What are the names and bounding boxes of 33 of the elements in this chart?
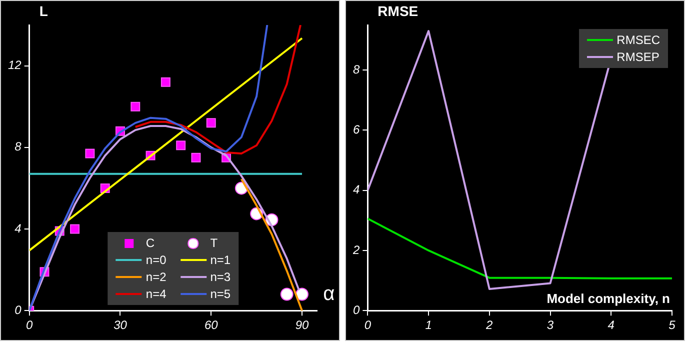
y-tick-label: 12 <box>8 58 22 72</box>
x-tick-label: 0 <box>26 318 34 332</box>
y-tick-label: 4 <box>352 182 360 197</box>
x-tick-label: 3 <box>546 318 554 332</box>
x-tick-label: 60 <box>204 318 218 332</box>
legend-label: C <box>146 236 155 250</box>
y-tick-label: 8 <box>352 62 360 76</box>
legend-label: n=1 <box>210 252 231 267</box>
x-tick-label: 2 <box>485 318 494 332</box>
legend-label: n=4 <box>146 286 166 301</box>
legend-label: RMSEP <box>616 50 660 64</box>
x-tick-label: 90 <box>295 318 310 332</box>
y-tick-label: 2 <box>352 242 360 257</box>
y-tick-label: 0 <box>14 302 22 317</box>
legend-label: T <box>210 236 218 250</box>
x-tick-label: 5 <box>668 318 676 332</box>
y-tick-label: 4 <box>14 221 22 236</box>
legend-label: n=0 <box>146 252 166 267</box>
y-tick-label: 8 <box>14 140 22 154</box>
legend-label: n=2 <box>146 270 166 284</box>
y-axis-title: L <box>39 3 48 19</box>
x-axis-title: Model complexity, n <box>546 290 670 306</box>
legend-label: n=3 <box>210 270 231 284</box>
x-tick-label: 30 <box>114 318 128 332</box>
x-tick-label: 0 <box>364 318 372 332</box>
legend-label: n=5 <box>210 286 231 301</box>
y-axis-title: RMSE <box>378 3 418 19</box>
y-tick-label: 0 <box>352 302 360 317</box>
x-tick-label: 1 <box>425 318 432 332</box>
y-tick-label: 6 <box>352 122 360 137</box>
legend-label: RMSEC <box>616 33 660 47</box>
x-axis-title: α <box>323 282 335 306</box>
x-tick-label: 4 <box>608 318 615 332</box>
